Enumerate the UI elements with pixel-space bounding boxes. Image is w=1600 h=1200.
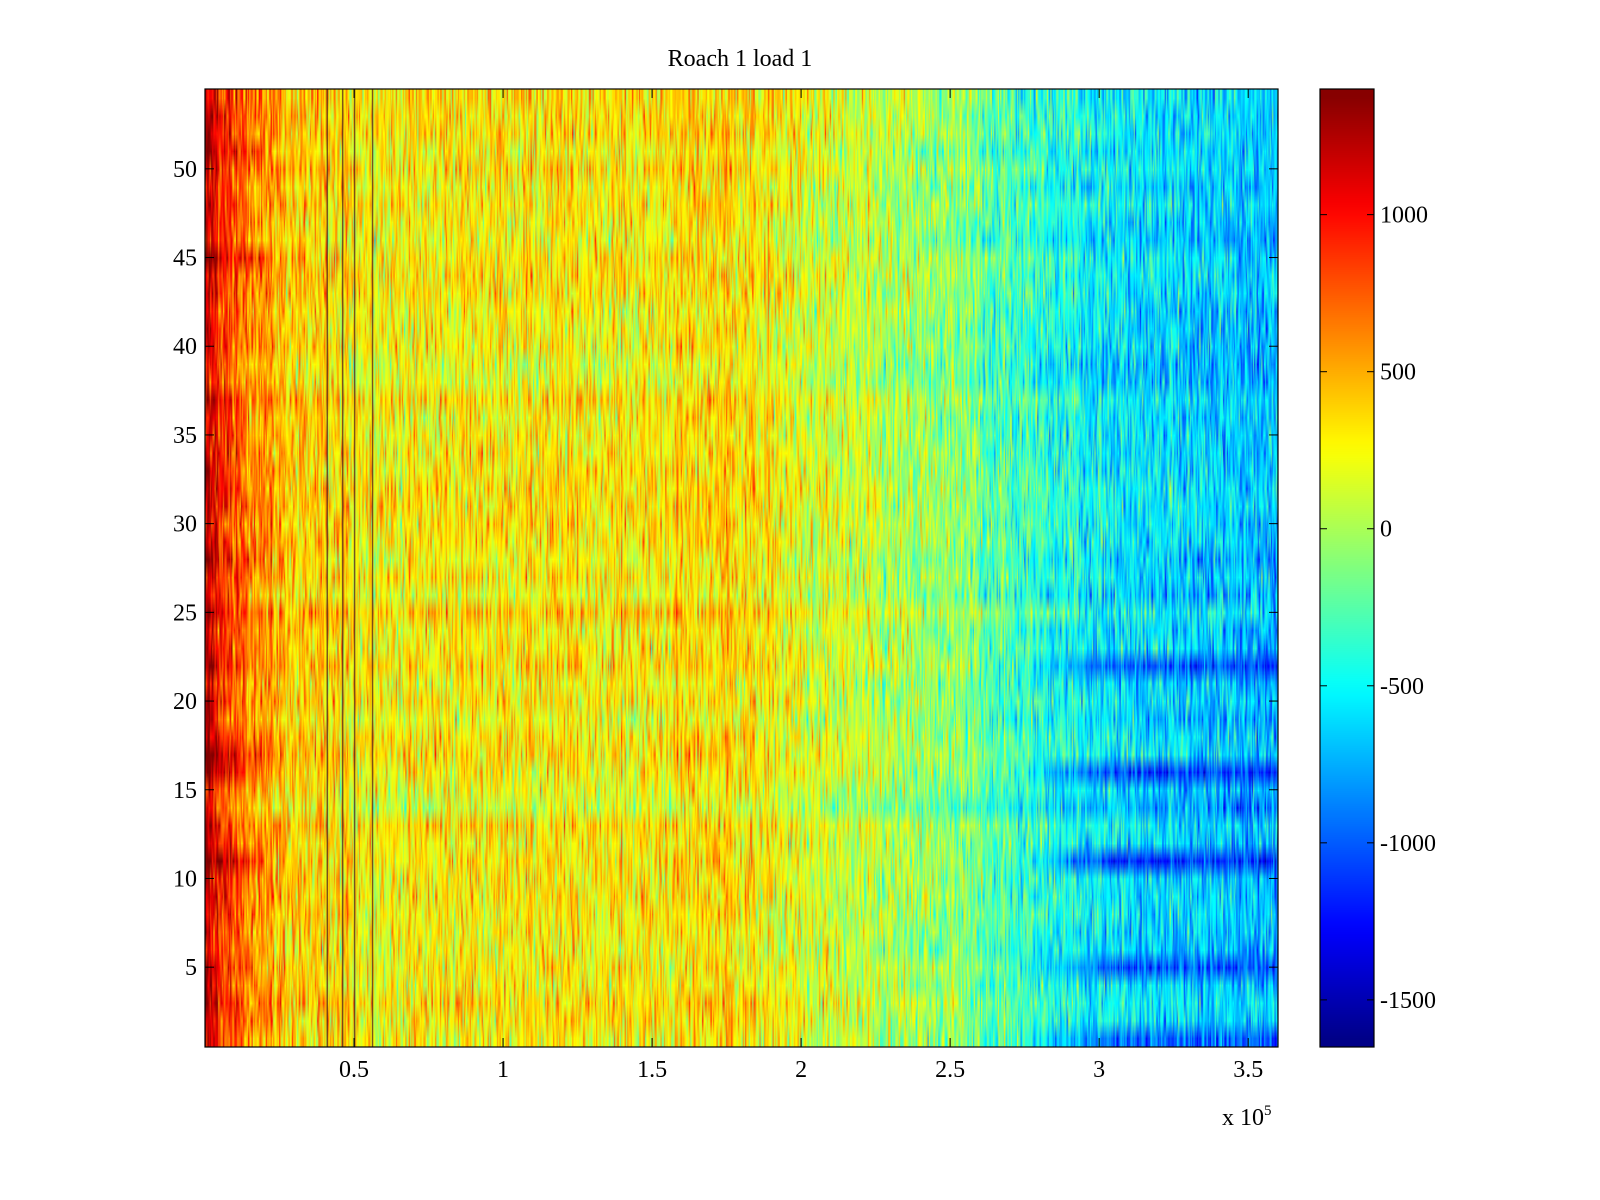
heatmap-image xyxy=(205,89,1278,1047)
colorbar-tick-label: -1000 xyxy=(1380,831,1436,857)
y-tick-label: 50 xyxy=(173,157,197,183)
chart-title: Roach 1 load 1 xyxy=(668,46,813,72)
y-tick-label: 15 xyxy=(173,778,197,804)
y-tick-label: 25 xyxy=(173,600,197,626)
y-tick-label: 40 xyxy=(173,334,197,360)
colorbar-tick-label: -500 xyxy=(1380,674,1424,700)
y-tick-label: 10 xyxy=(173,866,197,892)
x-tick-label: 0.5 xyxy=(339,1057,369,1083)
x-tick-label: 3.5 xyxy=(1233,1057,1263,1083)
colorbar-frame xyxy=(1319,88,1375,1048)
x-tick-label: 3 xyxy=(1093,1057,1105,1083)
x-tick-label: 2 xyxy=(795,1057,807,1083)
y-tick-label: 5 xyxy=(185,955,197,981)
y-axis-ticks: 5 10 15 20 25 30 35 40 45 50 xyxy=(173,157,1278,981)
y-tick-label: 45 xyxy=(173,246,197,272)
x-axis-exponent-label: x 105 xyxy=(1222,1103,1272,1131)
x-tick-label: 1.5 xyxy=(637,1057,667,1083)
colorbar-tick-label: 500 xyxy=(1380,360,1416,386)
colorbar-tick-label: 1000 xyxy=(1380,203,1428,229)
y-tick-label: 30 xyxy=(173,512,197,538)
plot-frame xyxy=(204,88,1279,1048)
colorbar-tick-label: -1500 xyxy=(1380,988,1436,1014)
y-tick-label: 35 xyxy=(173,423,197,449)
colorbar-tick-label: 0 xyxy=(1380,517,1392,543)
x-tick-label: 2.5 xyxy=(935,1057,965,1083)
y-tick-label: 20 xyxy=(173,689,197,715)
colorbar-ticks: 1000 500 0 -500 -1000 -1500 xyxy=(1320,203,1436,1014)
x-axis-ticks: 0.5 1 1.5 2 2.5 3 3.5 xyxy=(339,89,1263,1083)
colorbar-gradient xyxy=(1320,89,1374,1047)
x-tick-label: 1 xyxy=(497,1057,509,1083)
